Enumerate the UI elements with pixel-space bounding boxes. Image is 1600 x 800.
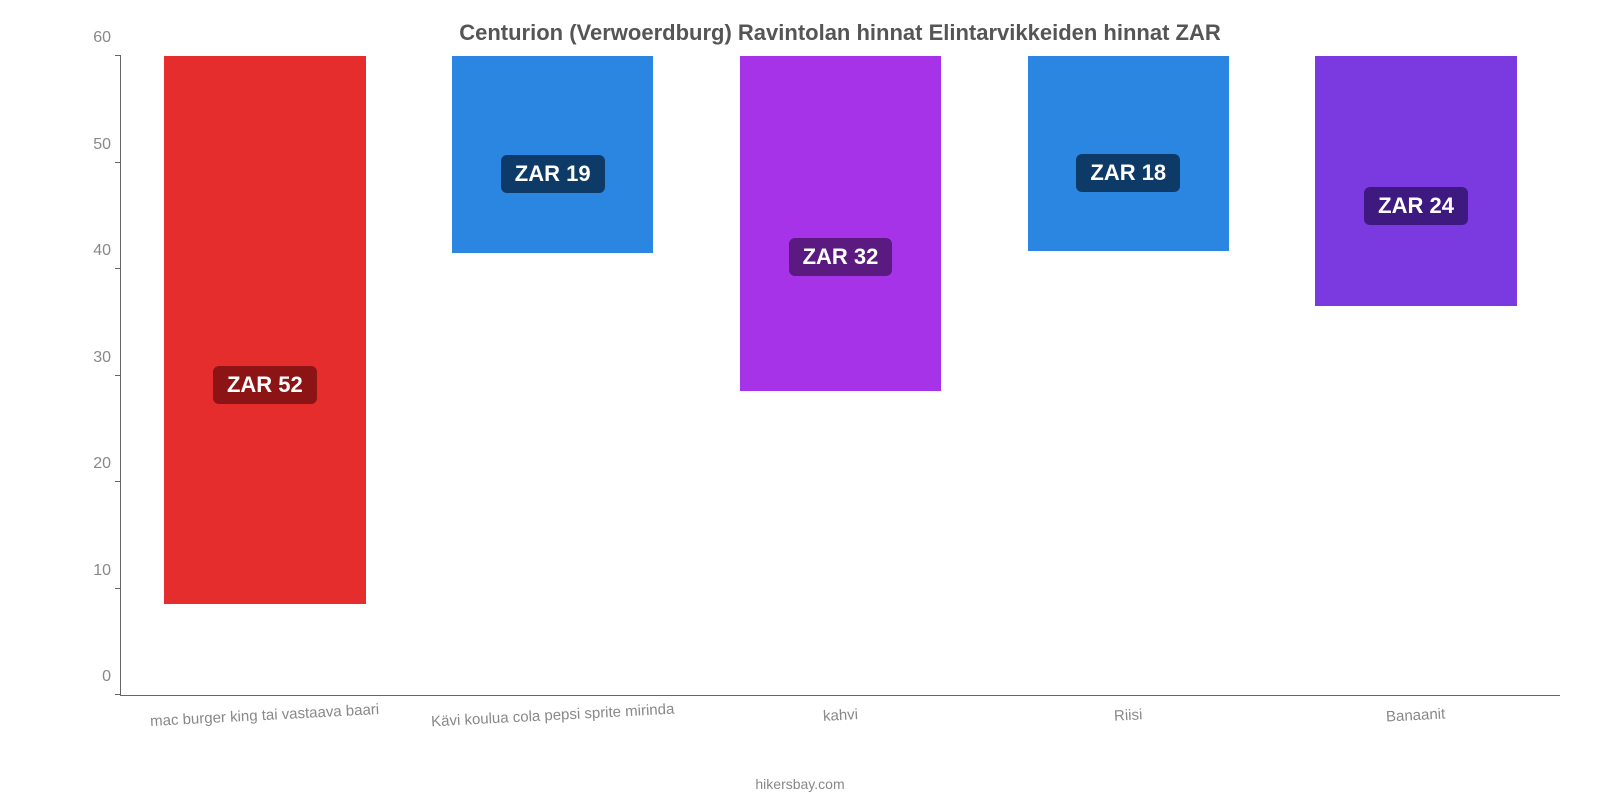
bar-value-badge: ZAR 19 [501, 155, 605, 193]
bar-value-badge: ZAR 52 [213, 366, 317, 404]
y-tick-label: 50 [71, 136, 111, 154]
credit-text: hikersbay.com [755, 776, 844, 792]
y-tick-label: 60 [71, 29, 111, 47]
bar-slot: ZAR 24Banaanit [1272, 56, 1560, 695]
bar-slot: ZAR 52mac burger king tai vastaava baari [121, 56, 409, 695]
x-axis-label: Kävi koulua cola pepsi sprite mirinda [431, 701, 675, 731]
x-axis-label: mac burger king tai vastaava baari [150, 701, 380, 730]
bar: ZAR 52 [164, 56, 365, 604]
bar: ZAR 18 [1028, 56, 1229, 251]
price-bar-chart: Centurion (Verwoerdburg) Ravintolan hinn… [0, 0, 1600, 800]
bar: ZAR 32 [740, 56, 941, 391]
y-tick-label: 20 [71, 455, 111, 473]
bar: ZAR 24 [1315, 56, 1516, 306]
plot-area: 0102030405060 ZAR 52mac burger king tai … [120, 56, 1560, 696]
x-axis-label: kahvi [823, 706, 859, 725]
bar-slot: ZAR 18Riisi [984, 56, 1272, 695]
chart-title: Centurion (Verwoerdburg) Ravintolan hinn… [120, 20, 1560, 46]
y-tick-label: 40 [71, 242, 111, 260]
bar-value-badge: ZAR 32 [789, 238, 893, 276]
bar-value-badge: ZAR 18 [1076, 154, 1180, 192]
x-axis-label: Banaanit [1386, 705, 1446, 725]
y-tick-label: 0 [71, 668, 111, 686]
bars-row: ZAR 52mac burger king tai vastaava baari… [121, 56, 1560, 695]
bar-slot: ZAR 19Kävi koulua cola pepsi sprite miri… [409, 56, 697, 695]
y-tick-label: 30 [71, 349, 111, 367]
y-tick-label: 10 [71, 562, 111, 580]
x-axis-label: Riisi [1114, 706, 1143, 724]
bar-slot: ZAR 32kahvi [697, 56, 985, 695]
bar-value-badge: ZAR 24 [1364, 187, 1468, 225]
bar: ZAR 19 [452, 56, 653, 253]
